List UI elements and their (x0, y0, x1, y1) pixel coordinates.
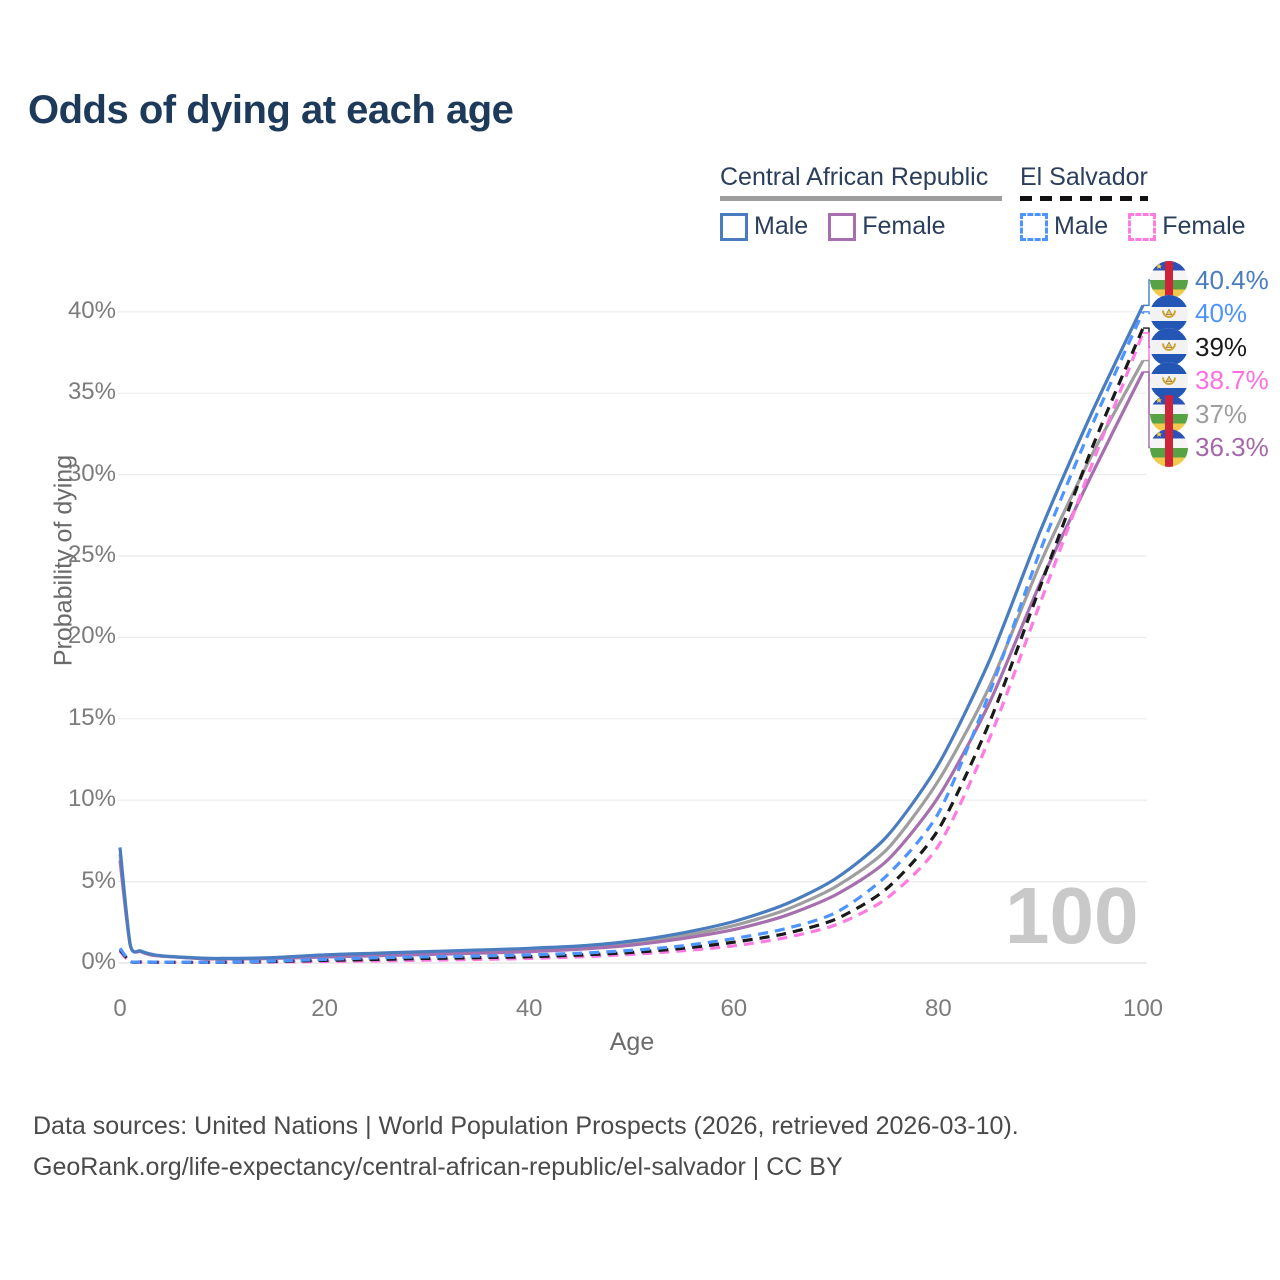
footer: Data sources: United Nations | World Pop… (33, 1106, 1019, 1188)
series-end-value: 38.7% (1195, 365, 1269, 395)
series-end-label: 40% (1150, 294, 1248, 333)
legend-item-car-male[interactable]: Male (720, 212, 808, 241)
legend-country-name: Central African Republic (720, 163, 989, 191)
legend-group-central-african-republic: Central African Republic Male Female (720, 163, 1002, 241)
legend-swatch-icon (1020, 212, 1048, 241)
y-tick-label: 35% (67, 378, 116, 406)
legend-swatch-icon (1128, 212, 1157, 241)
central-african-republic-flag-icon (1150, 261, 1188, 299)
el-salvador-flag-icon (1150, 361, 1188, 400)
legend-swatch-icon (720, 212, 748, 241)
series-end-label: 36.3% (1150, 428, 1269, 467)
legend-country-name: El Salvador (1020, 163, 1148, 191)
series-end-label: 38.7% (1150, 361, 1269, 400)
legend-group-el-salvador: El Salvador Male Female (1020, 163, 1246, 241)
legend-swatch-icon (828, 212, 857, 241)
central-african-republic-flag-icon (1150, 395, 1188, 433)
y-tick-label: 40% (67, 296, 116, 324)
series-line (118, 311, 1145, 964)
y-tick-label: 25% (67, 541, 116, 568)
x-tick-label: 40 (515, 995, 543, 1022)
series-end-value: 39% (1195, 331, 1248, 362)
series-line (118, 327, 1145, 964)
y-tick-label: 20% (67, 622, 116, 650)
x-tick-label: 100 (1122, 995, 1164, 1022)
y-tick-label: 5% (81, 866, 116, 894)
data-source-line: Data sources: United Nations | World Pop… (33, 1112, 1019, 1140)
series-end-label: 39% (1150, 328, 1247, 366)
series-end-value: 37% (1195, 398, 1248, 429)
series-line (118, 371, 1145, 961)
series-end-label: 40.4% (1150, 261, 1269, 299)
el-salvador-flag-icon (1150, 294, 1188, 333)
series-line (118, 304, 1145, 961)
series-end-value: 40% (1195, 298, 1248, 328)
y-tick-label: 30% (67, 459, 116, 487)
x-tick-label: 60 (720, 995, 748, 1022)
x-tick-label: 0 (113, 995, 127, 1022)
series-end-label: 37% (1150, 395, 1247, 433)
x-tick-label: 20 (311, 995, 338, 1022)
x-axis-title: Age (609, 1028, 655, 1056)
age-indicator-watermark: 100 (1005, 871, 1139, 960)
legend-line-sample-solid (720, 196, 1002, 201)
central-african-republic-flag-icon (1150, 428, 1188, 467)
series-end-value: 40.4% (1195, 264, 1269, 295)
y-tick-label: 15% (67, 703, 116, 731)
x-tick-label: 80 (925, 995, 952, 1022)
attribution-line: GeoRank.org/life-expectancy/central-afri… (33, 1153, 843, 1181)
page-title: Odds of dying at each age (28, 88, 514, 132)
y-tick-label: 0% (81, 948, 116, 975)
legend-item-slv-male[interactable]: Male (1020, 212, 1108, 241)
y-tick-label: 10% (67, 785, 116, 813)
legend-item-car-female[interactable]: Female (828, 212, 946, 241)
legend-item-slv-female[interactable]: Female (1128, 212, 1246, 241)
el-salvador-flag-icon (1150, 328, 1188, 366)
legend-line-sample-dashed (1020, 196, 1148, 201)
series-end-value: 36.3% (1195, 432, 1269, 462)
series-line (118, 332, 1145, 965)
